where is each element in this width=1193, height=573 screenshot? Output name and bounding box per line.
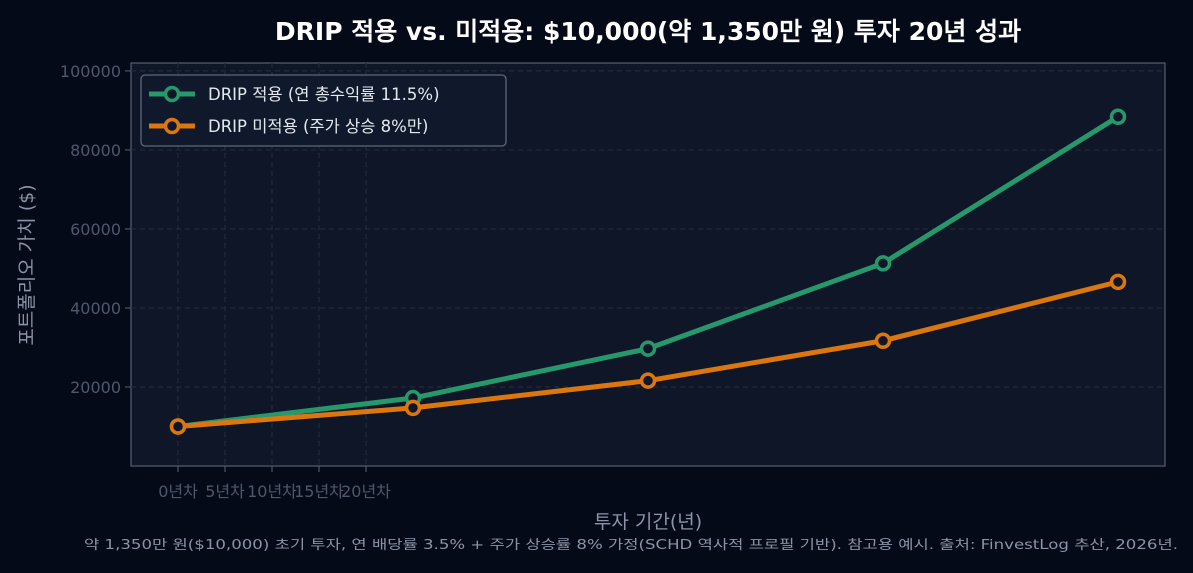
legend-marker [163, 85, 181, 103]
data-point-1 [169, 418, 187, 435]
x-axis-label: 투자 기간(년) [594, 511, 702, 533]
y-tick-label: 20000 [70, 378, 121, 397]
y-tick-label: 60000 [70, 220, 121, 239]
data-point-1 [639, 372, 657, 389]
x-tick-label: 0년차 [158, 482, 198, 501]
y-tick-label: 100000 [60, 62, 121, 81]
data-point-0 [639, 340, 657, 357]
data-point-1 [874, 332, 892, 350]
series-lines [169, 108, 1127, 435]
y-tick-label: 80000 [70, 141, 121, 160]
legend-label: DRIP 적용 (연 총수익률 11.5%) [208, 85, 440, 104]
legend-box [140, 74, 507, 147]
data-point-0 [1109, 108, 1127, 125]
data-point-1 [404, 399, 422, 417]
data-point-0 [874, 255, 892, 272]
x-tick-label: 5년차 [205, 482, 245, 501]
x-tick-label: 15년차 [294, 482, 344, 501]
data-point-1 [1109, 273, 1127, 291]
chart-footnote: 약 1,350만 원($10,000) 초기 투자, 연 배당률 3.5% + … [84, 538, 1178, 553]
legend-marker [163, 117, 181, 135]
y-tick-label: 40000 [70, 299, 121, 318]
x-tick-label: 10년차 [247, 482, 297, 501]
legend-label: DRIP 미적용 (주가 상승 8%만) [208, 117, 428, 136]
y-axis-label: 포트폴리오 가치 ($) [16, 184, 38, 345]
x-tick-label: 20년차 [341, 482, 391, 501]
chart-title: DRIP 적용 vs. 미적용: $10,000(약 1,350만 원) 투자 … [275, 17, 1021, 46]
legend: DRIP 적용 (연 총수익률 11.5%) DRIP 미적용 (주가 상승 8%… [140, 74, 507, 147]
y-axis-ticks: 20000 40000 60000 80000 100000 [60, 62, 131, 397]
